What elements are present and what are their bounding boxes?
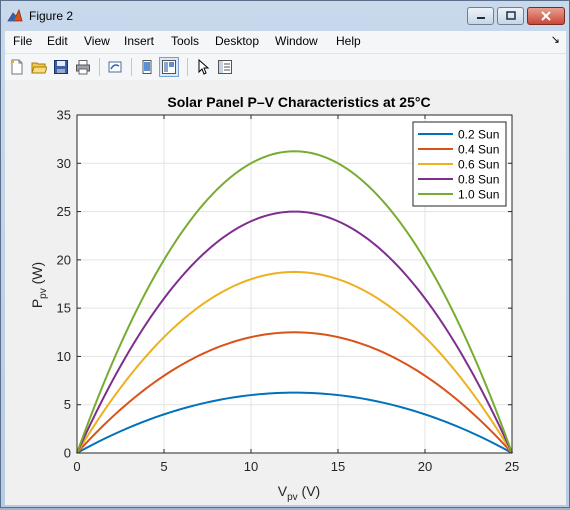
y-tick-label: 35 — [57, 108, 71, 123]
save-button[interactable] — [51, 57, 71, 77]
menu-desktop[interactable]: Desktop — [215, 34, 260, 48]
show-plot-tools-icon — [162, 60, 176, 74]
legend-label: 1.0 Sun — [458, 188, 499, 202]
menu-edit[interactable]: Edit — [47, 34, 68, 48]
x-tick-label: 0 — [73, 459, 80, 474]
print-icon — [76, 60, 90, 75]
series-line-4 — [76, 210, 513, 454]
open-file-button[interactable] — [29, 57, 49, 77]
series-line-5 — [76, 150, 513, 454]
axes-box — [76, 114, 513, 454]
show-plot-tools-button[interactable] — [159, 57, 179, 77]
maximize-icon — [505, 11, 516, 20]
maximize-button[interactable] — [497, 7, 524, 25]
legend-label: 0.4 Sun — [458, 143, 499, 157]
minimize-icon — [476, 17, 485, 19]
menu-view[interactable]: View — [84, 34, 110, 48]
hide-plot-tools-icon — [142, 60, 152, 74]
window-title: Figure 2 — [29, 9, 74, 23]
legend-label: 0.6 Sun — [458, 158, 499, 172]
y-tick-label: 5 — [64, 397, 71, 412]
x-tick-label: 25 — [505, 459, 519, 474]
menu-help[interactable]: Help — [336, 34, 361, 48]
link-plot-icon — [108, 61, 122, 73]
y-axis-label: Ppv (W) — [29, 262, 49, 308]
y-tick-label: 0 — [64, 446, 71, 461]
chart-title: Solar Panel P–V Characteristics at 25°C — [167, 94, 430, 110]
toolbar-separator — [131, 58, 132, 76]
x-tick-label: 20 — [418, 459, 432, 474]
menu-file[interactable]: File — [13, 34, 33, 48]
figure-canvas: 0 5 10 15 20 25 0 5 10 15 20 25 30 35 0.2 Sun 0.4 Sun 0.… — [5, 80, 566, 505]
menu-tools[interactable]: Tools — [171, 34, 200, 48]
series-line-1 — [76, 391, 513, 454]
matlab-figure-icon — [7, 8, 23, 24]
y-tick-label: 20 — [57, 252, 71, 267]
series-line-3 — [76, 270, 513, 454]
menu-bar: File Edit View Insert Tools Desktop Wind… — [5, 31, 566, 53]
property-inspector-icon — [218, 60, 232, 74]
menu-insert[interactable]: Insert — [124, 34, 155, 48]
link-plot-button[interactable] — [105, 57, 125, 77]
new-figure-button[interactable] — [7, 57, 27, 77]
minimize-button[interactable] — [467, 7, 494, 25]
legend-label: 0.2 Sun — [458, 128, 499, 142]
y-tick-label: 15 — [57, 301, 71, 316]
x-tick-label: 15 — [331, 459, 345, 474]
figure-toolbar — [5, 53, 566, 81]
dock-arrow-icon[interactable]: ↘ — [550, 34, 560, 46]
edit-plot-icon — [198, 59, 210, 75]
title-bar[interactable]: Figure 2 — [1, 1, 569, 31]
toolbar-separator — [99, 58, 100, 76]
x-tick-label: 10 — [244, 459, 258, 474]
y-tick-label: 30 — [57, 156, 71, 171]
new-figure-icon — [11, 59, 23, 75]
menu-window[interactable]: Window — [275, 34, 318, 48]
toolbar-separator — [187, 58, 188, 76]
print-button[interactable] — [73, 57, 93, 77]
x-axis-label: Vpv (V) — [278, 483, 320, 503]
hide-plot-tools-button[interactable] — [137, 57, 157, 77]
close-button[interactable] — [527, 7, 565, 25]
close-icon — [541, 11, 551, 21]
legend-label: 0.8 Sun — [458, 173, 499, 187]
x-tick-label: 5 — [160, 459, 167, 474]
open-file-icon — [31, 62, 47, 74]
y-tick-label: 10 — [57, 349, 71, 364]
y-tick-label: 25 — [57, 204, 71, 219]
property-inspector-button[interactable] — [215, 57, 235, 77]
save-icon — [54, 60, 68, 74]
edit-plot-button[interactable] — [193, 57, 213, 77]
series-line-2 — [76, 331, 513, 454]
